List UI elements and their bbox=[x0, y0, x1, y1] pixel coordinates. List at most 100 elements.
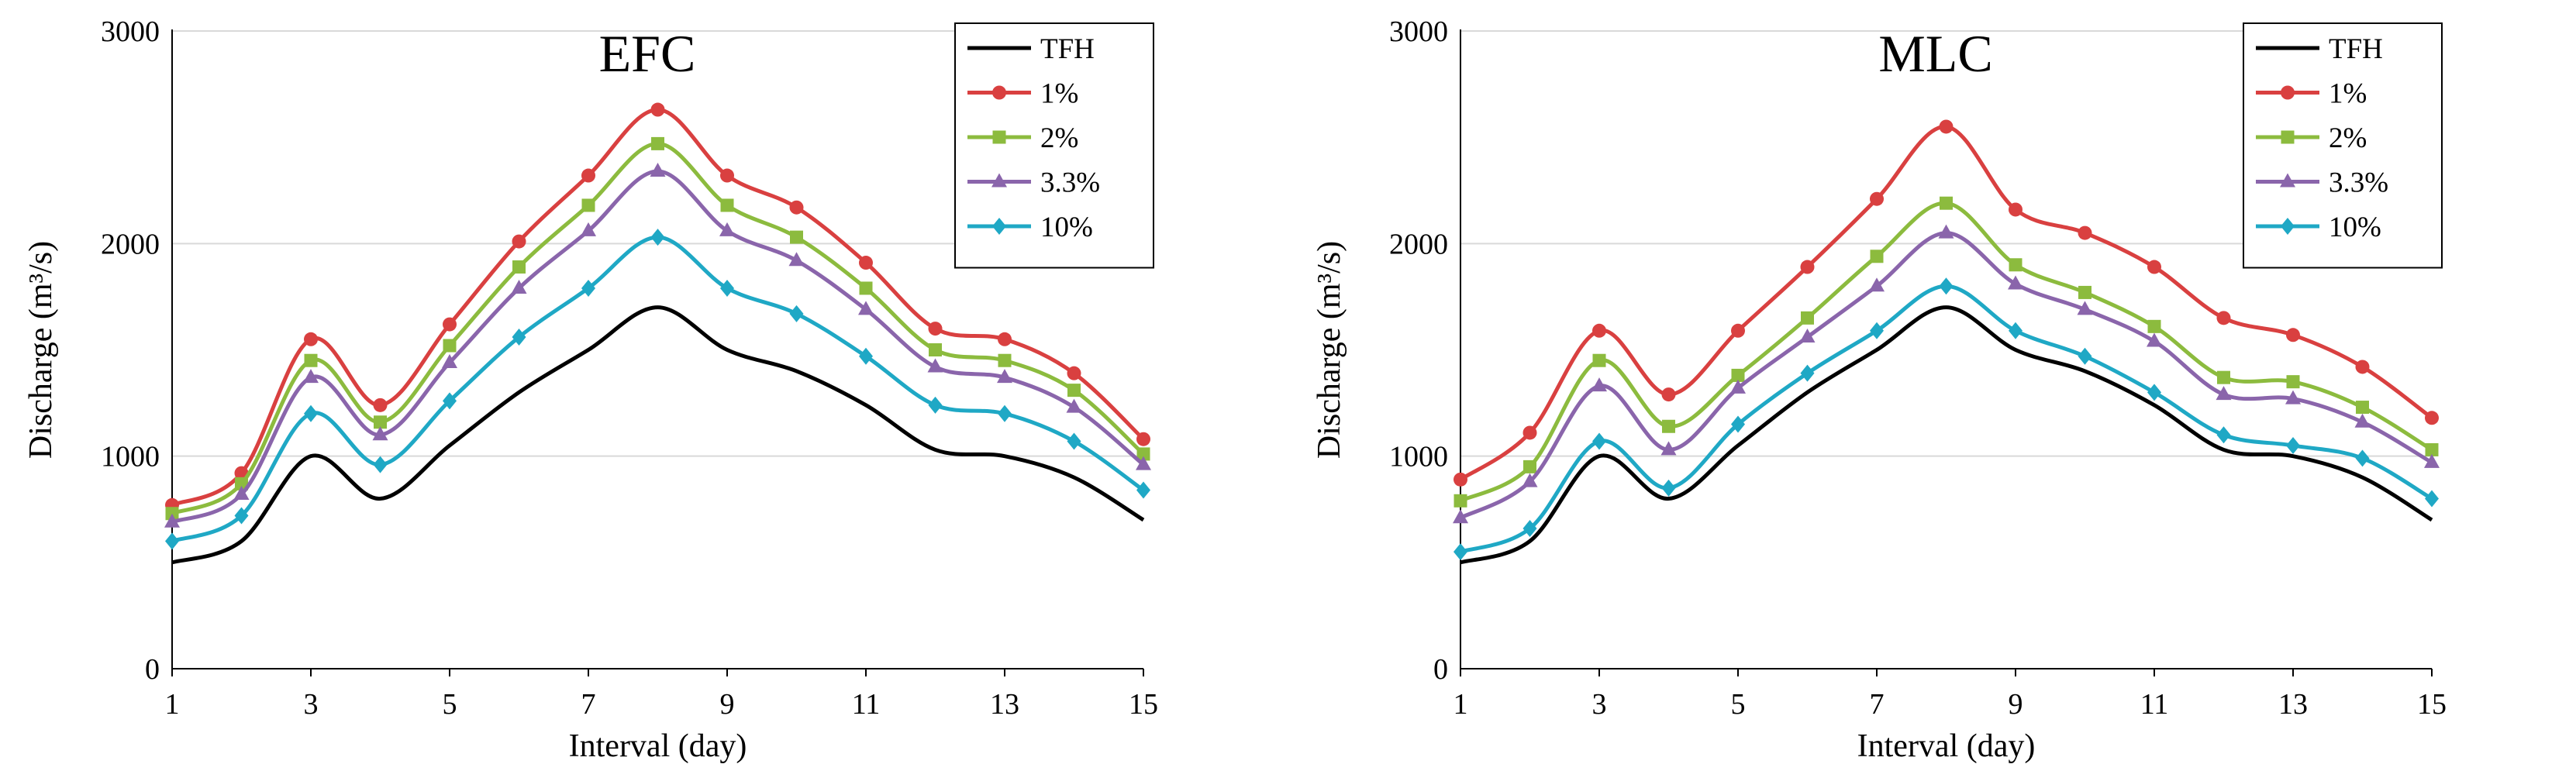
series-line bbox=[171, 169, 1145, 525]
series-line bbox=[1460, 284, 2433, 554]
data-point bbox=[1066, 398, 1082, 413]
x-tick-label: 9 bbox=[2009, 688, 2023, 721]
data-point bbox=[1870, 322, 1884, 339]
data-point bbox=[373, 398, 388, 412]
data-point bbox=[2078, 347, 2092, 365]
legend-label: 2% bbox=[2329, 122, 2367, 154]
data-point bbox=[233, 486, 250, 501]
data-point bbox=[1661, 387, 1676, 402]
data-point bbox=[789, 200, 804, 215]
mlc-series-1 bbox=[1454, 119, 2439, 487]
data-point bbox=[858, 301, 874, 315]
mlc-chart: 0 1000 2000 3000 1 3 5 7 9 11 13 15 Interval (day) Di… bbox=[1288, 0, 2576, 767]
x-tick-label: 5 bbox=[1731, 688, 1746, 721]
data-point bbox=[2425, 411, 2439, 425]
data-point bbox=[443, 317, 457, 332]
legend: TFH 1% 2% 3.3% 10% bbox=[954, 22, 1154, 269]
legend-label: 1% bbox=[2329, 78, 2367, 110]
data-point bbox=[928, 322, 943, 336]
data-point bbox=[1731, 368, 1745, 382]
data-point bbox=[2356, 401, 2369, 415]
data-point bbox=[1800, 260, 1815, 274]
x-tick-label: 15 bbox=[2417, 688, 2447, 721]
data-point bbox=[650, 163, 666, 177]
series-line bbox=[171, 305, 1145, 565]
data-point bbox=[1523, 460, 1536, 473]
data-point bbox=[165, 532, 179, 550]
data-point bbox=[1660, 441, 1677, 456]
series-line bbox=[171, 108, 1145, 508]
data-point bbox=[2216, 426, 2231, 444]
data-point bbox=[2009, 322, 2023, 339]
data-point bbox=[720, 168, 734, 183]
x-axis-label: Interval (day) bbox=[569, 728, 747, 764]
series-line bbox=[1459, 231, 2433, 520]
data-point bbox=[1453, 509, 1468, 524]
x-tick-label: 3 bbox=[1592, 688, 1607, 721]
data-point bbox=[1136, 481, 1150, 499]
legend-marker bbox=[992, 130, 1006, 144]
data-point bbox=[720, 279, 734, 297]
data-point bbox=[1870, 250, 1884, 263]
x-tick-label: 7 bbox=[581, 688, 596, 721]
data-point bbox=[2354, 413, 2371, 428]
data-point bbox=[235, 477, 248, 490]
data-point bbox=[1661, 479, 1676, 497]
y-tick-label: 2000 bbox=[1389, 228, 1448, 260]
x-tick-label: 1 bbox=[165, 688, 180, 721]
legend-label: 10% bbox=[2329, 212, 2381, 243]
data-point bbox=[1799, 329, 1816, 343]
data-point bbox=[1939, 277, 1954, 295]
data-point bbox=[1522, 425, 1537, 440]
data-point bbox=[234, 507, 249, 525]
y-tick-label: 0 bbox=[1433, 653, 1448, 686]
series-line bbox=[1460, 305, 2433, 565]
data-point bbox=[1454, 494, 1467, 508]
data-point bbox=[442, 353, 457, 368]
data-point bbox=[1591, 377, 1607, 392]
efc-chart: 0 1000 2000 3000 1 3 5 7 9 11 13 15 Interval (day) Di… bbox=[0, 0, 1288, 767]
mlc-series-3 bbox=[1453, 224, 2440, 524]
data-point bbox=[581, 279, 595, 297]
legend-label: 1% bbox=[1040, 78, 1078, 110]
data-point bbox=[1939, 119, 1954, 134]
data-point bbox=[1940, 196, 1953, 210]
data-point bbox=[373, 456, 388, 473]
data-point bbox=[788, 252, 805, 267]
data-point bbox=[1731, 415, 1745, 433]
legend-label: 3.3% bbox=[1040, 167, 1100, 199]
data-point bbox=[374, 415, 387, 429]
data-point bbox=[372, 426, 388, 441]
data-point bbox=[927, 358, 943, 373]
legend-label: 3.3% bbox=[2329, 167, 2388, 199]
data-point bbox=[164, 513, 180, 528]
data-point bbox=[1136, 456, 1151, 470]
legend-label: TFH bbox=[1040, 33, 1095, 65]
mlc-series-4 bbox=[1454, 277, 2439, 561]
efc-series-0 bbox=[171, 305, 1145, 565]
data-point bbox=[2217, 370, 2230, 384]
data-point bbox=[443, 339, 457, 353]
data-point bbox=[2008, 275, 2023, 290]
data-point bbox=[581, 168, 595, 183]
efc-series-2 bbox=[165, 136, 1150, 521]
data-point bbox=[859, 347, 873, 365]
data-point bbox=[2147, 384, 2161, 401]
data-point bbox=[2355, 360, 2370, 374]
data-point bbox=[512, 329, 526, 346]
data-point bbox=[1592, 432, 1606, 450]
data-point bbox=[929, 343, 942, 356]
data-point bbox=[2286, 328, 2300, 342]
data-point bbox=[1730, 379, 1746, 394]
data-point bbox=[789, 305, 804, 322]
x-tick-label: 7 bbox=[1870, 688, 1885, 721]
data-point bbox=[2355, 449, 2370, 467]
legend-marker bbox=[2281, 130, 2295, 144]
data-point bbox=[2424, 453, 2440, 468]
data-point bbox=[303, 369, 319, 384]
data-point bbox=[1067, 366, 1081, 380]
data-point bbox=[1870, 191, 1884, 206]
series-line bbox=[171, 235, 1145, 543]
